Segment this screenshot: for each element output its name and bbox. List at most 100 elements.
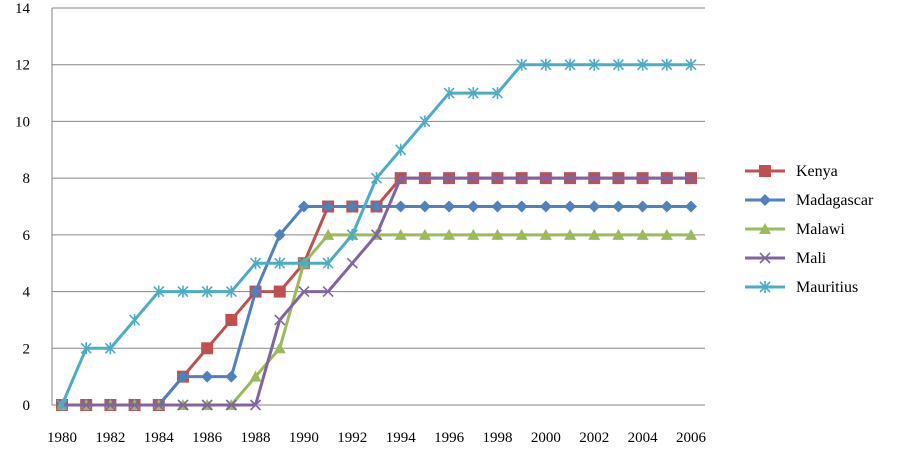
legend-label: Madagascar: [796, 192, 874, 209]
data-point-mauritius: [201, 285, 213, 298]
legend-swatch-marker: [759, 223, 771, 234]
data-point-malawi: [418, 228, 431, 240]
data-point-madagascar: [564, 200, 577, 213]
x-tick-label: 1990: [289, 430, 319, 446]
data-point-mali: [637, 172, 649, 184]
series-group: [56, 58, 697, 411]
x-tick-label: 1982: [95, 430, 125, 446]
y-tick-label: 8: [23, 171, 31, 187]
data-point-madagascar: [249, 285, 262, 298]
data-point-mauritius: [564, 58, 576, 71]
data-point-malawi: [612, 228, 625, 240]
data-point-kenya: [273, 285, 286, 298]
data-point-mali: [491, 172, 504, 184]
data-point-mali: [298, 286, 310, 298]
data-point-malawi: [564, 228, 577, 240]
data-point-mali: [225, 399, 237, 411]
data-point-kenya: [201, 342, 214, 355]
legend-swatch-marker: [759, 252, 771, 264]
data-point-mali: [564, 172, 576, 184]
data-point-madagascar: [322, 200, 335, 213]
data-point-madagascar: [612, 200, 625, 213]
data-point-mauritius: [491, 87, 504, 100]
legend-item-madagascar: Madagascar: [745, 192, 874, 209]
data-point-mauritius: [588, 58, 600, 71]
y-tick-label: 10: [15, 114, 30, 130]
y-tick-label: 14: [15, 1, 31, 17]
x-axis-tick-labels: 1980 1982 1984 1986 1988 1990 1992 1994 1996 1998…: [47, 430, 707, 446]
data-point-madagascar: [370, 200, 383, 213]
data-point-mauritius: [540, 58, 552, 71]
data-point-madagascar: [297, 200, 310, 213]
data-point-mali: [177, 399, 189, 411]
y-tick-label: 12: [15, 58, 30, 74]
data-point-malawi: [394, 228, 407, 240]
data-point-mauritius: [467, 87, 479, 100]
data-point-madagascar: [660, 200, 673, 213]
legend-label: Malawi: [796, 221, 845, 238]
data-point-mali: [612, 172, 624, 184]
data-point-mauritius: [685, 58, 697, 71]
data-point-mali: [467, 172, 479, 184]
data-point-mauritius: [516, 58, 528, 71]
data-point-mauritius: [56, 399, 68, 411]
data-point-malawi: [491, 228, 504, 240]
data-point-mauritius: [249, 257, 262, 270]
series-malawi: [56, 228, 697, 410]
y-tick-label: 6: [23, 228, 31, 244]
data-point-malawi: [467, 228, 480, 240]
data-point-mauritius: [177, 285, 189, 298]
y-axis-tick-labels: 0 2 4 6 8 10 12 14: [15, 1, 31, 414]
data-point-mali: [419, 172, 431, 184]
x-tick-label: 1992: [337, 430, 367, 446]
x-tick-label: 1994: [386, 430, 417, 446]
data-point-mali: [516, 172, 528, 184]
data-point-mauritius: [443, 87, 455, 100]
x-tick-label: 1988: [241, 430, 271, 446]
data-point-madagascar: [491, 200, 504, 213]
data-point-madagascar: [443, 200, 456, 213]
data-point-mali: [346, 257, 358, 269]
x-tick-label: 1986: [192, 430, 223, 446]
legend-item-kenya: Kenya: [745, 163, 838, 180]
data-point-madagascar: [588, 200, 601, 213]
data-point-madagascar: [685, 200, 697, 213]
y-tick-label: 4: [23, 285, 31, 301]
data-point-mauritius: [419, 115, 431, 128]
legend-label: Kenya: [796, 163, 838, 180]
data-point-madagascar: [273, 228, 286, 241]
legend-swatch-marker: [759, 194, 771, 206]
data-point-mali: [540, 172, 552, 184]
data-point-madagascar: [225, 370, 238, 383]
data-point-mali: [201, 399, 213, 411]
legend-item-malawi: Malawi: [745, 221, 845, 238]
data-point-madagascar: [636, 200, 649, 213]
data-point-mauritius: [298, 257, 310, 270]
data-point-madagascar: [176, 370, 189, 383]
legend-item-mauritius: Mauritius: [745, 279, 858, 296]
data-point-malawi: [539, 228, 552, 240]
data-point-malawi: [273, 342, 286, 354]
data-point-madagascar: [539, 200, 552, 213]
data-point-mauritius: [395, 143, 407, 156]
x-tick-label: 1996: [434, 430, 465, 446]
data-point-mauritius: [225, 285, 237, 298]
data-point-mali: [80, 399, 92, 411]
series-mauritius: [56, 58, 697, 411]
data-point-malawi: [443, 228, 456, 240]
data-point-mauritius: [637, 58, 649, 71]
data-point-malawi: [515, 228, 528, 240]
data-point-madagascar: [418, 200, 431, 213]
series-mali: [56, 172, 697, 411]
x-tick-label: 1984: [144, 430, 175, 446]
data-point-mauritius: [661, 58, 673, 71]
data-point-mauritius: [104, 342, 116, 355]
data-point-madagascar: [394, 200, 407, 213]
data-point-mauritius: [612, 58, 624, 71]
data-point-mali: [370, 229, 383, 241]
data-point-madagascar: [515, 200, 528, 213]
legend: Kenya Madagascar Malawi Mali Mauritius: [745, 163, 874, 296]
data-point-mali: [274, 314, 286, 326]
data-point-mauritius: [80, 342, 92, 355]
data-point-mali: [153, 399, 165, 411]
